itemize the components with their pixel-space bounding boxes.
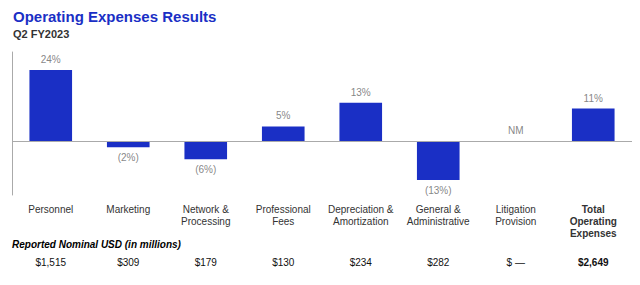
svg-text:NM: NM bbox=[508, 125, 524, 136]
svg-text:$2,649: $2,649 bbox=[578, 257, 609, 268]
svg-text:(6%): (6%) bbox=[195, 164, 216, 175]
svg-text:$179: $179 bbox=[195, 257, 218, 268]
svg-text:Reported Nominal USD (in milli: Reported Nominal USD (in millions) bbox=[12, 239, 182, 250]
svg-text:$309: $309 bbox=[117, 257, 140, 268]
svg-text:$282: $282 bbox=[427, 257, 450, 268]
svg-text:Operating: Operating bbox=[570, 216, 617, 227]
svg-text:Amortization: Amortization bbox=[333, 216, 389, 227]
svg-text:Fees: Fees bbox=[272, 216, 294, 227]
svg-text:$1,515: $1,515 bbox=[35, 257, 66, 268]
svg-text:Processing: Processing bbox=[181, 216, 230, 227]
svg-text:13%: 13% bbox=[351, 87, 371, 98]
svg-text:5%: 5% bbox=[276, 110, 291, 121]
svg-text:Provision: Provision bbox=[495, 216, 536, 227]
svg-text:Total: Total bbox=[582, 204, 605, 215]
svg-text:General &: General & bbox=[416, 204, 461, 215]
svg-text:$234: $234 bbox=[350, 257, 373, 268]
svg-text:11%: 11% bbox=[584, 93, 603, 104]
svg-text:$ —: $ — bbox=[507, 257, 525, 268]
svg-text:Administrative: Administrative bbox=[407, 216, 470, 227]
svg-text:Q2 FY2023: Q2 FY2023 bbox=[13, 28, 69, 40]
svg-text:Depreciation &: Depreciation & bbox=[328, 204, 394, 215]
svg-text:Marketing: Marketing bbox=[106, 204, 150, 215]
svg-text:Network &: Network & bbox=[183, 204, 229, 215]
svg-text:Personnel: Personnel bbox=[28, 204, 73, 215]
svg-text:Professional: Professional bbox=[256, 204, 311, 215]
svg-text:Operating Expenses Results: Operating Expenses Results bbox=[13, 8, 216, 25]
svg-text:(2%): (2%) bbox=[118, 152, 139, 163]
svg-text:$130: $130 bbox=[272, 257, 295, 268]
svg-text:(13%): (13%) bbox=[425, 185, 452, 196]
svg-text:Expenses: Expenses bbox=[570, 228, 617, 239]
svg-text:24%: 24% bbox=[41, 54, 61, 65]
svg-text:Litigation: Litigation bbox=[496, 204, 536, 215]
